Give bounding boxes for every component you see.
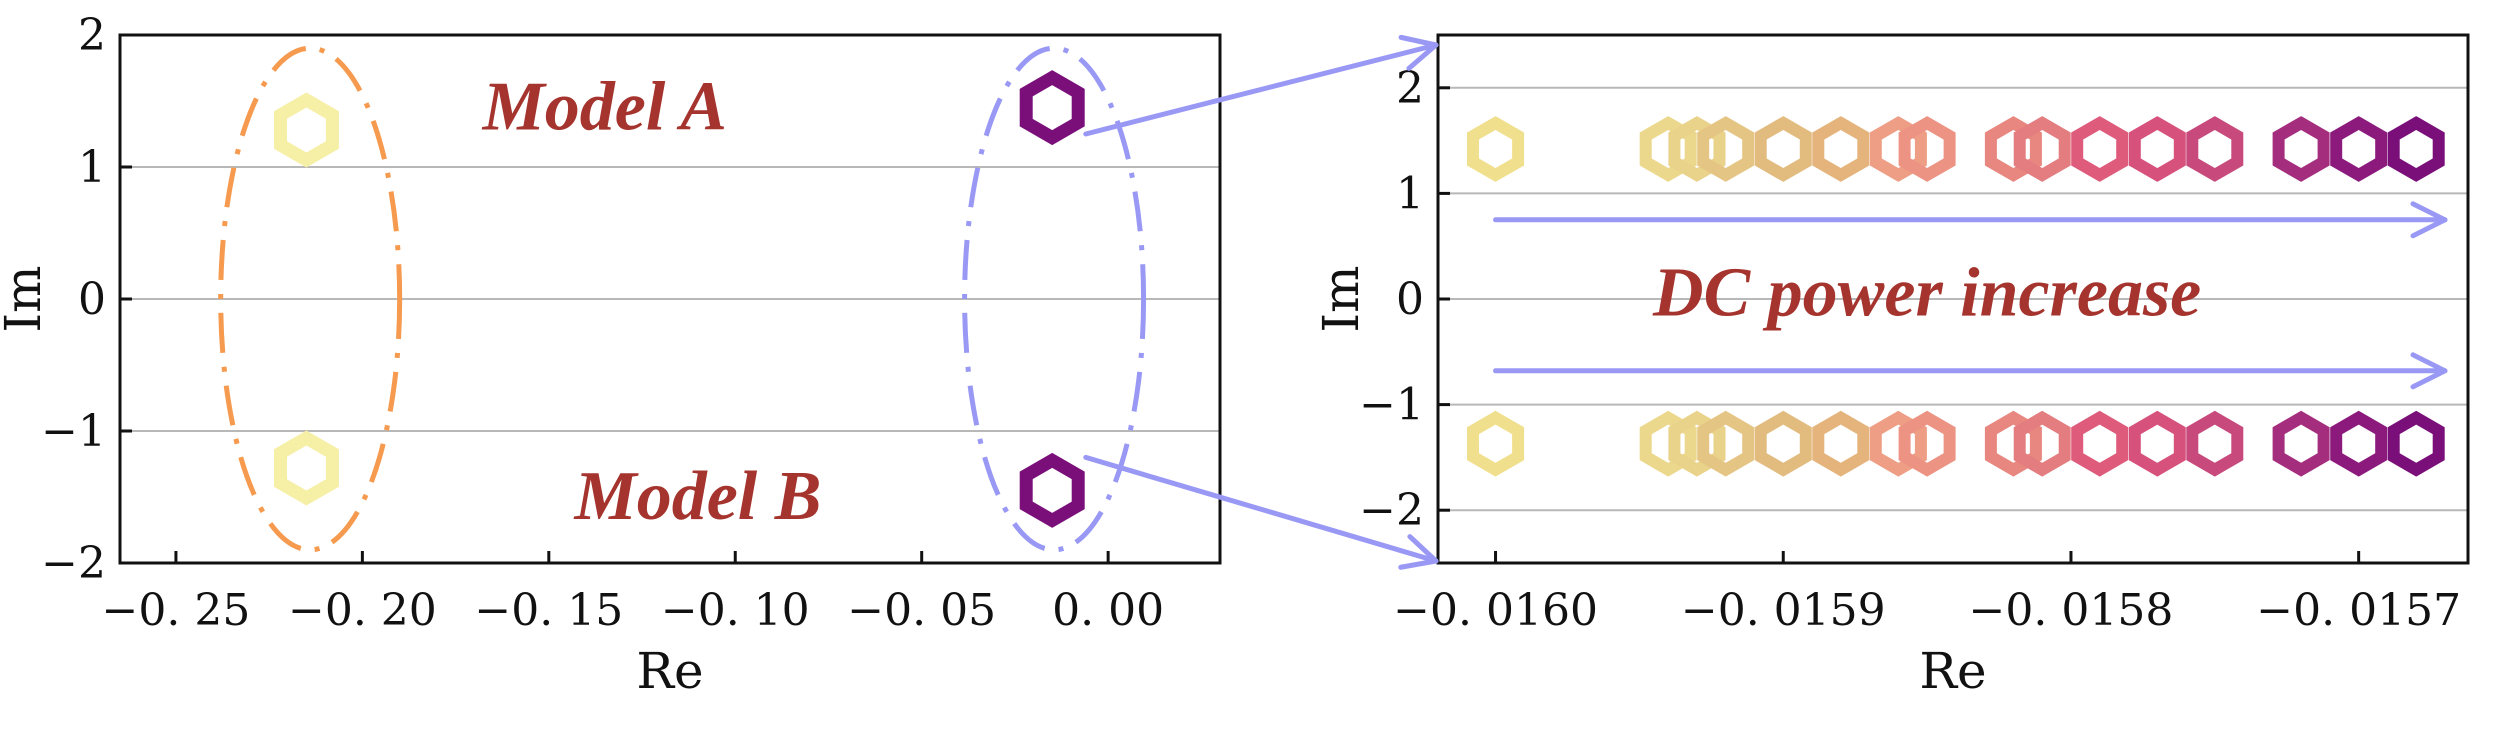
eigenvalue-marker <box>1019 452 1085 528</box>
y-tick-label: −2 <box>1359 485 1424 536</box>
eigenvalue-marker <box>1668 116 1726 182</box>
connector-arrow <box>1083 42 1439 137</box>
connector-arrow-head <box>1398 534 1439 570</box>
eigenvalue-marker <box>1984 116 2042 182</box>
y-axis-title: Im <box>1312 265 1370 332</box>
eigenvalue-marker <box>2071 410 2129 477</box>
x-tick-label: −0. 0158 <box>1969 585 2174 636</box>
eigenvalue-marker <box>1869 116 1927 182</box>
grouping-ellipse <box>962 45 1147 553</box>
x-tick-label: −0. 0160 <box>1393 585 1598 636</box>
eigenvalue-marker <box>1754 116 1812 182</box>
eigenvalue-marker <box>1812 116 1870 182</box>
annotation-label: Model A <box>482 69 727 146</box>
eigenvalue-marker <box>1984 410 2042 477</box>
eigenvalue-marker <box>2330 410 2388 477</box>
eigenvalue-marker <box>2272 116 2330 182</box>
eigenvalue-marker <box>1754 410 1812 477</box>
x-tick-label: −0. 0159 <box>1681 585 1886 636</box>
eigenvalue-marker <box>1019 70 1085 146</box>
eigenvalue-marker <box>2186 116 2244 182</box>
y-tick-label: 2 <box>78 10 106 61</box>
trend-arrow-head <box>2410 352 2448 390</box>
y-tick-label: 1 <box>78 142 106 193</box>
eigenvalue-marker <box>1467 410 1525 477</box>
eigenvalue-marker <box>2128 410 2186 477</box>
right-panel: −2 −1 0 1 2 −0. 0160 −0. 0159 −0. 0158 −0. 0157 R… <box>1312 33 2470 700</box>
y-tick-label: 0 <box>1396 274 1424 325</box>
eigenvalue-marker <box>2387 410 2445 477</box>
eigenvalue-marker <box>1898 410 1956 477</box>
eigenvalue-marker <box>2272 410 2330 477</box>
eigenvalue-marker <box>2013 410 2071 477</box>
y-tick-label: 1 <box>1396 168 1424 219</box>
x-tick-label: −0. 20 <box>288 585 437 636</box>
y-tick-label: 0 <box>78 274 106 325</box>
eigenvalue-marker <box>1898 116 1956 182</box>
eigenvalue-marker <box>1668 410 1726 477</box>
eigenvalue-marker <box>1869 410 1927 477</box>
annotation-label: Model B <box>573 458 821 535</box>
grouping-ellipse <box>218 45 403 553</box>
x-tick-label: −0. 15 <box>474 585 623 636</box>
x-tick-label: −0. 05 <box>847 585 996 636</box>
eigenvalue-marker <box>1697 410 1755 477</box>
connector-arrows <box>1083 34 1439 570</box>
eigenvalue-marker <box>1697 116 1755 182</box>
eigenvalue-marker <box>2186 410 2244 477</box>
connector-arrow <box>1083 454 1439 564</box>
trend-arrow-head <box>2410 201 2448 239</box>
annotation-label: DC power increase <box>1652 255 2201 332</box>
x-tick-label: −0. 25 <box>102 585 251 636</box>
eigenvalue-marker <box>2071 116 2129 182</box>
y-tick-label: −2 <box>41 538 106 589</box>
eigenvalue-marker <box>274 430 339 506</box>
y-axis-title: Im <box>0 265 52 332</box>
y-tick-label: −1 <box>1359 380 1424 431</box>
x-axis-title: Re <box>636 642 703 700</box>
eigenvalue-marker <box>1812 410 1870 477</box>
y-tick-label: 2 <box>1396 63 1424 114</box>
x-axis-title: Re <box>1919 642 1986 700</box>
eigenvalue-marker <box>2387 116 2445 182</box>
eigenvalue-marker <box>1639 116 1697 182</box>
x-tick-label: 0. 00 <box>1052 585 1164 636</box>
eigenvalue-marker <box>2013 116 2071 182</box>
eigenvalue-marker <box>1639 410 1697 477</box>
x-tick-label: −0. 10 <box>661 585 810 636</box>
connector-arrow-head <box>1398 34 1439 71</box>
x-tick-label: −0. 0157 <box>2256 585 2461 636</box>
eigenvalue-marker <box>274 92 339 168</box>
eigenvalue-marker <box>2128 116 2186 182</box>
eigenvalue-marker <box>1467 116 1525 182</box>
eigenvalue-marker <box>2330 116 2388 182</box>
left-panel: −2 −1 0 1 2 −0. 25 −0. 20 −0. 15 −0. 10 −0. 05 0. … <box>0 10 1222 700</box>
y-tick-label: −1 <box>41 406 106 457</box>
